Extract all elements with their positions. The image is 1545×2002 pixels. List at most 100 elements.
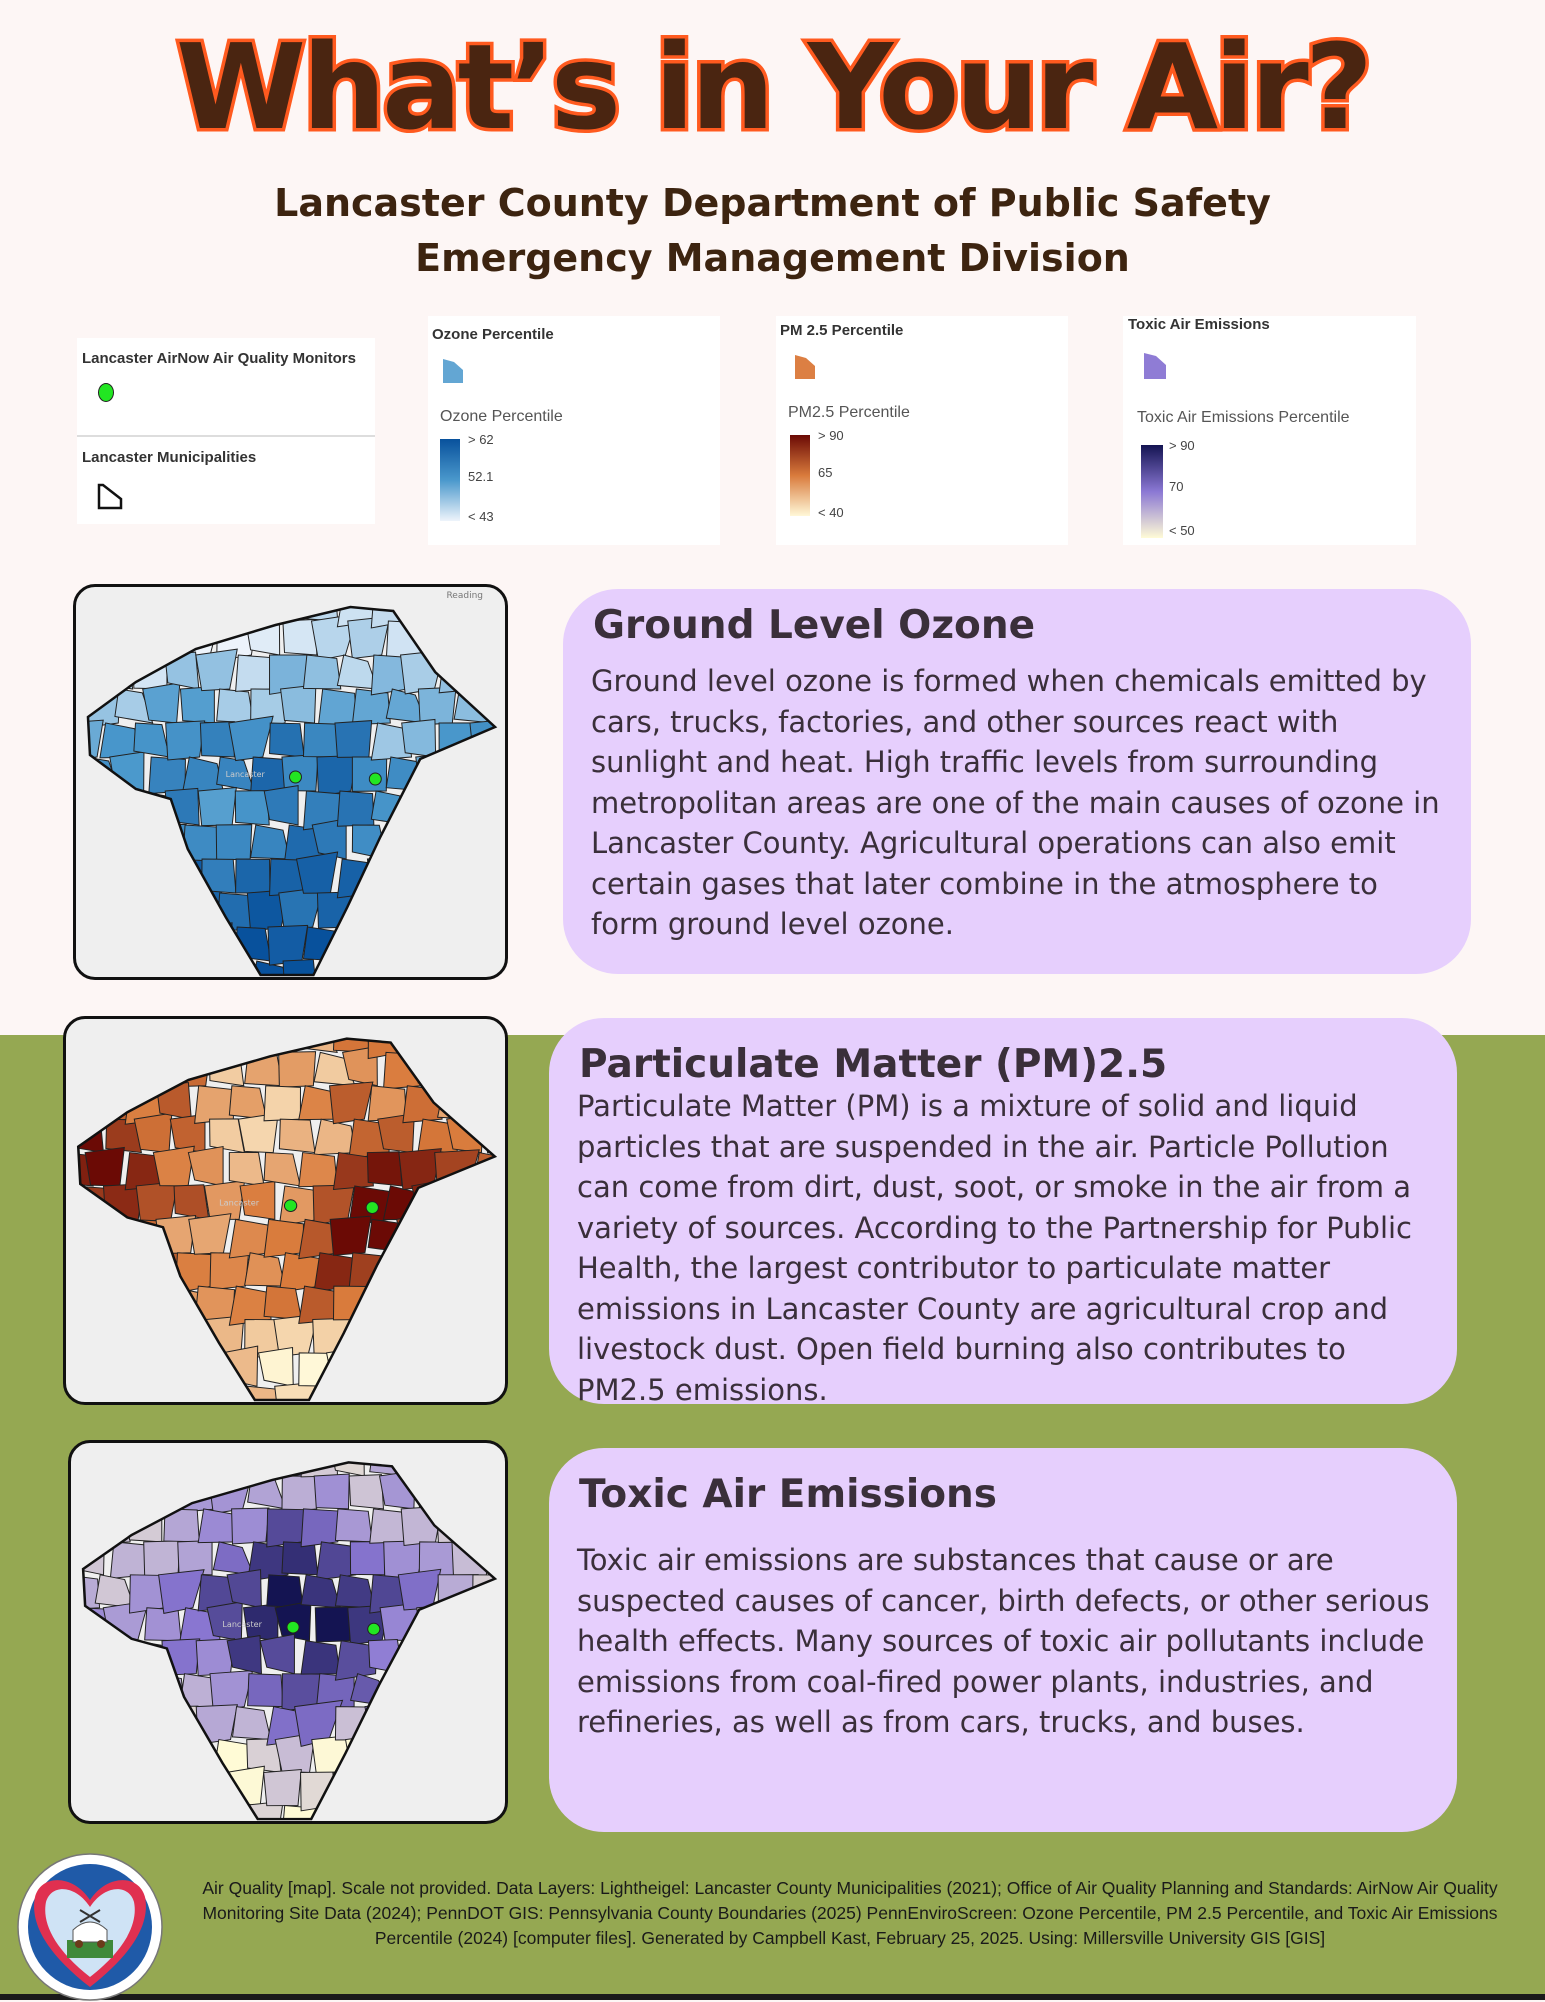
ozone-municipality — [246, 616, 280, 655]
pm25-municipality — [484, 1316, 505, 1353]
toxic-municipality — [301, 1575, 340, 1608]
pm25-municipality — [134, 1113, 172, 1152]
pm25-municipality — [125, 1353, 164, 1391]
ozone-municipality — [115, 621, 149, 655]
ozone-map: Lancaster Reading — [73, 584, 508, 980]
toxic-municipality — [71, 1701, 90, 1740]
pm25-body: Particulate Matter (PM) is a mixture of … — [577, 1086, 1433, 1410]
ozone-municipality — [217, 961, 253, 977]
toxic-municipality — [438, 1707, 477, 1743]
toxic-municipality — [130, 1773, 168, 1806]
pm25-municipality — [141, 1253, 182, 1293]
ozone-tick-low: < 43 — [468, 509, 494, 524]
toxic-municipality — [110, 1805, 149, 1821]
toxic-municipality — [437, 1507, 474, 1542]
page-title: What’s in Your Air? — [0, 18, 1545, 156]
toxic-municipality — [454, 1674, 495, 1714]
toxic-municipality — [385, 1805, 420, 1821]
toxic-municipality — [267, 1575, 303, 1608]
pm25-municipality — [264, 1086, 300, 1121]
ozone-tick-high: > 62 — [468, 432, 494, 447]
toxic-municipality — [404, 1773, 443, 1811]
ozone-municipality — [386, 825, 421, 859]
toxic-municipality — [127, 1507, 161, 1542]
ozone-municipality — [165, 788, 199, 825]
ozone-municipality — [166, 721, 205, 760]
ozone-municipality — [149, 757, 186, 794]
legend-municipalities-title: Lancaster Municipalities — [82, 449, 256, 466]
toxic-municipality — [232, 1443, 272, 1478]
ozone-municipality — [486, 755, 505, 791]
toxic-municipality — [501, 1767, 505, 1806]
toxic-municipality — [109, 1672, 143, 1706]
pm25-municipality — [66, 1284, 92, 1321]
pm25-municipality — [330, 1216, 371, 1255]
ozone-municipality — [183, 757, 224, 791]
pm25-municipality — [71, 1320, 112, 1354]
toxic-municipality — [71, 1505, 96, 1542]
pm25-municipality — [438, 1219, 480, 1252]
toxic-municipality — [301, 1509, 340, 1547]
ozone-municipality — [179, 957, 222, 977]
pm25-municipality — [504, 1083, 505, 1119]
toxic-municipality — [260, 1634, 294, 1673]
ozone-municipality — [405, 926, 439, 961]
ozone-tick-mid: 52.1 — [468, 469, 493, 484]
pm25-municipality — [504, 1150, 505, 1186]
toxic-municipality — [128, 1705, 166, 1742]
ozone-municipality — [264, 786, 298, 825]
ozone-municipality — [318, 689, 356, 725]
toxic-municipality — [473, 1443, 505, 1481]
ozone-swatch-icon — [442, 358, 464, 384]
toxic-municipality — [145, 1476, 181, 1509]
toxic-municipality — [413, 1733, 450, 1772]
toxic-municipality — [486, 1738, 505, 1773]
pm25-municipality — [488, 1186, 505, 1223]
divider — [77, 435, 375, 437]
ozone-municipality — [236, 859, 270, 893]
ozone-municipality — [418, 823, 458, 863]
ozone-municipality — [76, 787, 100, 825]
pm25-municipality — [384, 1320, 424, 1358]
pm25-municipality — [86, 1019, 129, 1056]
ozone-info-card: Ground Level Ozone Ground level ozone is… — [563, 589, 1471, 974]
pm25-municipality — [438, 1086, 479, 1119]
ozone-municipality — [143, 616, 181, 655]
pm25-municipality — [349, 1320, 391, 1360]
legend-toxic-scale-title: Toxic Air Emissions Percentile — [1137, 409, 1350, 427]
ozone-municipality — [452, 755, 494, 797]
air-quality-monitor-marker — [287, 1621, 299, 1633]
toxic-municipality — [89, 1443, 127, 1476]
toxic-body: Toxic air emissions are substances that … — [577, 1540, 1433, 1743]
toxic-municipality — [71, 1443, 89, 1476]
ozone-municipality — [128, 587, 173, 626]
pm25-municipality — [349, 1386, 389, 1402]
ozone-municipality — [484, 957, 505, 977]
toxic-municipality — [72, 1735, 115, 1776]
ozone-municipality — [405, 587, 446, 621]
ozone-municipality — [348, 957, 390, 977]
pm25-municipality — [418, 1052, 453, 1086]
pm25-municipality — [470, 1351, 505, 1391]
pm25-municipality — [88, 1350, 125, 1386]
toxic-municipality — [472, 1508, 505, 1544]
legend-pm25: PM 2.5 Percentile PM2.5 Percentile > 90 … — [776, 316, 1068, 545]
toxic-municipality — [164, 1773, 204, 1806]
map-city-label: Lancaster — [226, 770, 266, 779]
toxic-tick-mid: 70 — [1169, 479, 1183, 494]
toxic-municipality — [76, 1805, 110, 1821]
ozone-municipality — [235, 791, 269, 825]
ozone-municipality — [76, 587, 100, 621]
ozone-municipality — [303, 655, 340, 689]
ozone-municipality — [318, 961, 358, 977]
ozone-municipality — [197, 923, 232, 961]
pm25-municipality — [264, 1153, 300, 1186]
toxic-municipality — [314, 1474, 349, 1509]
ozone-municipality — [178, 888, 223, 933]
pm25-municipality — [468, 1282, 505, 1319]
toxic-municipality — [471, 1705, 505, 1739]
ozone-municipality — [76, 859, 107, 900]
toxic-municipality — [232, 1707, 270, 1740]
toxic-municipality — [104, 1470, 138, 1509]
toxic-municipality — [370, 1443, 409, 1476]
